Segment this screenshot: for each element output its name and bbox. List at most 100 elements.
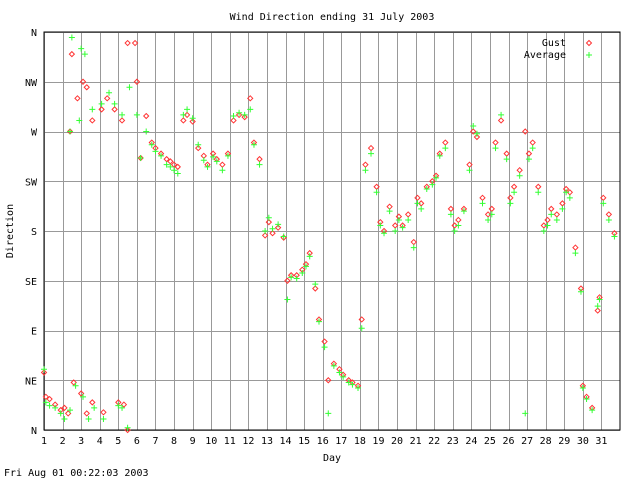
average-point (355, 384, 362, 391)
average-point (460, 208, 467, 215)
gust-point (367, 144, 375, 152)
average-point (72, 382, 79, 389)
gust-point (111, 106, 118, 113)
average-point (377, 222, 384, 229)
average-point (418, 205, 425, 212)
x-tick-label: 21 (410, 436, 422, 447)
gust-point (325, 377, 332, 384)
x-tick-label: 1 (41, 436, 47, 447)
gust-point (167, 158, 174, 165)
average-point (488, 211, 495, 218)
average-point (224, 152, 231, 159)
x-tick-label: 7 (152, 436, 158, 447)
x-tick-labels: 1 2 3 4 5 6 7 8 9 10 11 12 13 14 15 16 17 18 19 20 21 22 23 24 2… (41, 436, 607, 447)
x-tick-label: 18 (354, 436, 366, 447)
average-point (605, 216, 612, 223)
average-point (349, 381, 356, 388)
gust-point (265, 218, 273, 226)
average-point (265, 214, 272, 221)
average-point (485, 216, 492, 223)
gust-point (61, 404, 68, 412)
x-tick-label: 12 (242, 436, 254, 447)
average-point (381, 230, 388, 237)
y-tick-label: SW (25, 177, 38, 188)
gust-point (391, 222, 399, 229)
average-point (392, 228, 399, 234)
gust-point (373, 183, 380, 190)
average-point (466, 167, 473, 174)
average-point (219, 167, 226, 174)
y-tick-labels: N NE E SE S SW W NW N (25, 28, 38, 437)
average-point (184, 106, 191, 113)
average-point (119, 111, 126, 118)
average-point (589, 407, 596, 414)
average-point (498, 111, 505, 118)
average-point (548, 211, 555, 218)
gust-point (510, 183, 518, 190)
average-point (345, 379, 352, 386)
gust-point (142, 112, 150, 120)
plot-frame (43, 31, 621, 431)
average-point (566, 194, 573, 201)
average-point (288, 274, 295, 281)
gust-point (600, 194, 607, 202)
x-tick-label: 2 (60, 436, 66, 447)
gust-point (170, 161, 178, 168)
average-point (470, 122, 477, 129)
average-point (336, 369, 343, 376)
average-point (81, 51, 88, 58)
average-point (492, 145, 499, 152)
average-point (80, 393, 87, 400)
gust-point (404, 211, 412, 218)
average-point (126, 84, 133, 91)
gust-point (605, 211, 613, 218)
average-point (42, 399, 49, 406)
x-tick-label: 29 (558, 436, 570, 447)
average-point (89, 106, 96, 113)
average-point (373, 189, 380, 196)
average-point (148, 141, 155, 148)
gust-point (79, 78, 87, 85)
average-point (325, 410, 332, 417)
gust-point (68, 50, 76, 58)
gust-point (559, 200, 566, 207)
average-point (358, 325, 365, 332)
x-tick-label: 27 (521, 436, 533, 447)
legend-gust-label: Gust (542, 38, 566, 49)
x-tick-label: 17 (335, 436, 347, 447)
average-point (61, 415, 68, 422)
average-point (180, 111, 187, 118)
gust-point (77, 390, 85, 397)
average-point (119, 404, 126, 411)
average-point (299, 270, 306, 277)
gust-point (40, 369, 48, 376)
x-tick-label: 9 (190, 436, 196, 447)
x-tick-label: 28 (540, 436, 552, 447)
gust-point (529, 139, 536, 146)
gust-point (417, 200, 425, 207)
average-point (236, 109, 243, 116)
gust-point (98, 106, 105, 113)
x-tick-label: 30 (577, 436, 589, 447)
average-point (67, 128, 74, 135)
average-point (85, 415, 92, 422)
average-point (455, 222, 462, 229)
gust-point (479, 194, 486, 202)
gust-point (362, 161, 369, 168)
average-point (247, 106, 254, 113)
average-point (115, 402, 122, 409)
gust-point (70, 379, 77, 386)
gust-point (247, 95, 254, 102)
average-point (611, 233, 618, 240)
gust-point (261, 232, 269, 239)
average-point (553, 216, 560, 223)
gust-point (124, 39, 131, 47)
average-point (171, 167, 178, 174)
average-point (133, 111, 140, 118)
average-point (600, 200, 607, 207)
average-point (91, 404, 98, 411)
x-tick-label: 13 (261, 436, 273, 447)
legend: Gust Average (524, 38, 593, 61)
average-point (507, 200, 514, 207)
average-point (204, 163, 211, 170)
